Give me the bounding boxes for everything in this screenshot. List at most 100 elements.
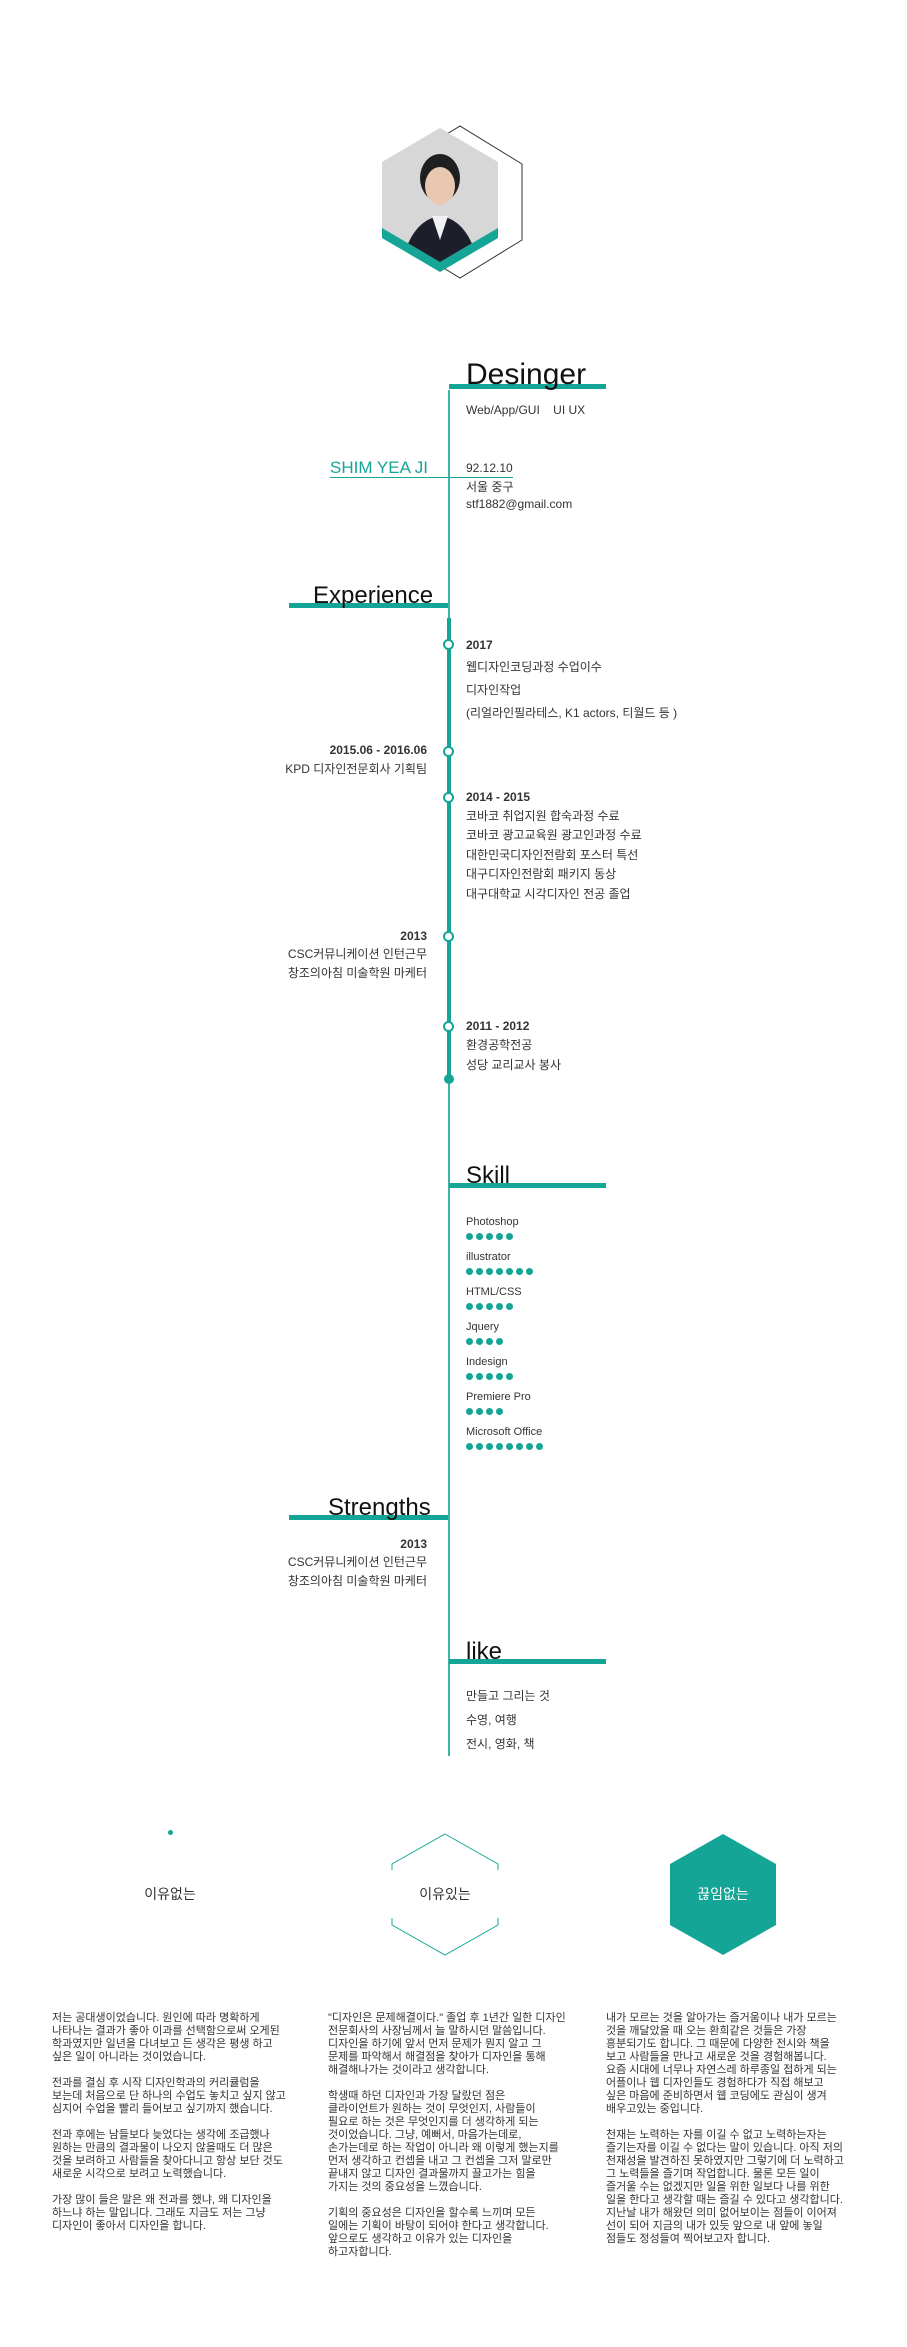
skill-dot <box>496 1443 503 1450</box>
skill-dot <box>506 1268 513 1275</box>
timeline-node <box>443 792 454 803</box>
experience-title: Experience <box>313 582 434 609</box>
skill-dot <box>486 1303 493 1310</box>
exp-year: 2014 - 2015 <box>466 790 531 804</box>
skill-level-dots <box>466 1303 513 1311</box>
skill-level-dots <box>466 1408 503 1416</box>
timeline-node <box>443 746 454 757</box>
skill-dot <box>476 1408 483 1415</box>
skill-dot <box>476 1443 483 1450</box>
like-line: 수영, 여행 <box>466 1713 517 1727</box>
timeline-node <box>443 1021 454 1032</box>
exp-line: 코바코 취업지원 합숙과정 수료 <box>466 809 620 823</box>
skill-dot <box>476 1268 483 1275</box>
skill-label: Premiere Pro <box>466 1391 531 1403</box>
title-bar-experience <box>289 603 448 608</box>
title-bar-designer <box>449 384 606 389</box>
skill-dot <box>466 1443 473 1450</box>
name-underline <box>330 477 513 478</box>
profile-location: 서울 중구 <box>466 480 514 494</box>
exp-line: 디자인작업 <box>466 683 522 697</box>
skill-dot <box>486 1268 493 1275</box>
exp-line: 환경공학전공 <box>466 1038 533 1052</box>
exp-line: 성당 교리교사 봉사 <box>466 1058 561 1072</box>
title-bar-like <box>449 1659 606 1664</box>
skill-dot <box>466 1268 473 1275</box>
skill-label: Microsoft Office <box>466 1426 543 1438</box>
skill-level-dots <box>466 1338 503 1346</box>
exp-line: KPD 디자인전문회사 기획팀 <box>285 762 427 776</box>
skill-dot <box>466 1233 473 1240</box>
exp-line: 창조의아침 미술학원 마케터 <box>287 966 427 980</box>
column-2-text: "디자인은 문제해결이다." 졸업 후 1년간 일한 디자인 전문회사의 사장님… <box>328 2012 566 2258</box>
exp-line: 웹디자인코딩과정 수업이수 <box>466 660 602 674</box>
skill-dot <box>496 1233 503 1240</box>
exp-year: 2015.06 - 2016.06 <box>329 743 427 757</box>
exp-line: 코바코 광고교육원 광고인과정 수료 <box>466 828 642 842</box>
skill-dot <box>466 1303 473 1310</box>
skill-dot <box>496 1408 503 1415</box>
like-line: 만들고 그리는 것 <box>466 1689 550 1703</box>
timeline-node <box>443 639 454 650</box>
profile-photo <box>370 120 530 290</box>
skill-label: Jquery <box>466 1321 500 1333</box>
column-3-text: 내가 모르는 것을 알아가는 즐거움이나 내가 모르는 것을 깨달았을 때 오는… <box>606 2012 844 2245</box>
skill-level-dots <box>466 1443 543 1451</box>
profile-title: Desinger <box>466 358 587 391</box>
skill-dot <box>506 1303 513 1310</box>
skill-dot <box>526 1268 533 1275</box>
like-line: 전시, 영화, 책 <box>466 1737 535 1751</box>
profile-birth: 92.12.10 <box>466 461 513 475</box>
skill-dot <box>496 1338 503 1345</box>
strengths-year: 2013 <box>400 1537 427 1551</box>
skill-dot <box>516 1443 523 1450</box>
skill-label: Indesign <box>466 1356 508 1368</box>
profile-roles: Web/App/GUI UI UX <box>466 403 586 417</box>
skill-level-dots <box>466 1373 513 1381</box>
timeline-end-node <box>444 1074 454 1084</box>
profile-name: SHIM YEA JI <box>330 458 428 477</box>
title-bar-skill <box>449 1183 606 1188</box>
skill-dot <box>486 1233 493 1240</box>
skill-title: Skill <box>466 1162 511 1189</box>
exp-year: 2011 - 2012 <box>466 1019 530 1033</box>
skill-label: illustrator <box>466 1251 511 1263</box>
skill-dot <box>486 1338 493 1345</box>
skill-label: Photoshop <box>466 1216 519 1228</box>
column-1-text: 저는 공대생이었습니다. 원인에 따라 명확하게 나타나는 결과가 좋아 이과를… <box>52 2012 286 2232</box>
skill-dot <box>466 1338 473 1345</box>
exp-line: 대구대학교 시각디자인 전공 졸업 <box>466 887 631 901</box>
skill-dot <box>476 1233 483 1240</box>
skill-dot <box>476 1303 483 1310</box>
column-3-label: 끊임없는 <box>697 1887 749 1903</box>
skill-level-dots <box>466 1268 533 1276</box>
skill-dot <box>486 1408 493 1415</box>
skill-level-dots <box>466 1233 513 1241</box>
exp-line: (리얼라인필라테스, K1 actors, 티월드 등 ) <box>466 706 678 720</box>
skill-dot <box>506 1373 513 1380</box>
skill-dot <box>476 1338 483 1345</box>
like-title: like <box>466 1638 503 1665</box>
exp-line: CSC커뮤니케이션 인턴근무 <box>287 947 427 961</box>
exp-line: 대한민국디자인전람회 포스터 특선 <box>466 848 639 862</box>
exp-year: 2013 <box>400 929 427 943</box>
skill-dot <box>486 1443 493 1450</box>
skill-dot <box>466 1408 473 1415</box>
profile-email: stf1882@gmail.com <box>466 497 573 511</box>
title-bar-strengths <box>289 1515 448 1520</box>
timeline-line-experience <box>447 618 451 1080</box>
column-3-hexagon <box>668 1832 778 1957</box>
skill-dot <box>496 1303 503 1310</box>
skill-dot <box>506 1443 513 1450</box>
exp-line: 대구디자인전람회 패키지 동상 <box>466 867 617 881</box>
skill-dot <box>496 1373 503 1380</box>
skill-dot <box>526 1443 533 1450</box>
skill-dot <box>486 1373 493 1380</box>
strengths-line: CSC커뮤니케이션 인턴근무 <box>287 1555 427 1569</box>
exp-year: 2017 <box>466 638 493 652</box>
strengths-title: Strengths <box>328 1494 431 1521</box>
timeline-node <box>443 931 454 942</box>
skill-dot <box>506 1233 513 1240</box>
skill-label: HTML/CSS <box>466 1286 522 1298</box>
skill-dot <box>516 1268 523 1275</box>
